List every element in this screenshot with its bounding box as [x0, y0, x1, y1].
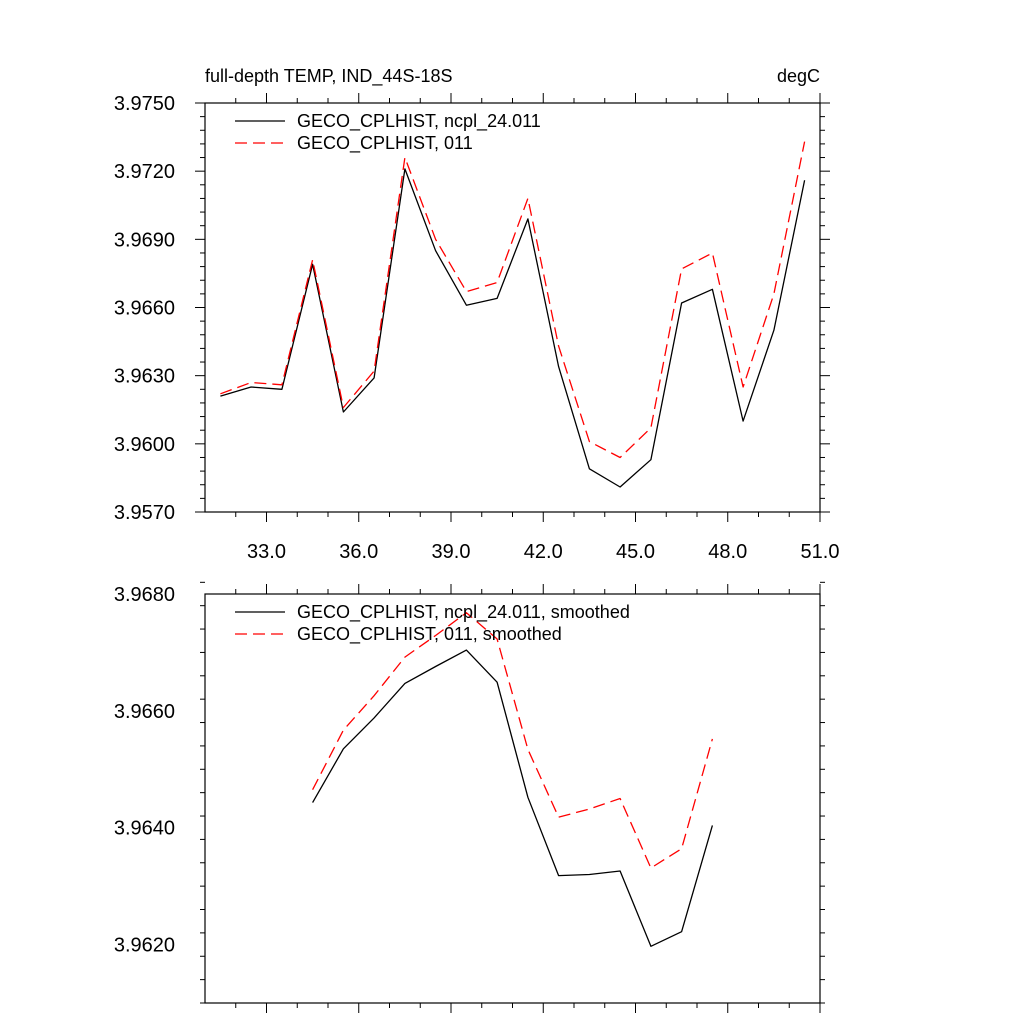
data-point: [311, 801, 314, 804]
data-point: [526, 217, 529, 220]
chart-title: full-depth TEMP, IND_44S-18S: [205, 66, 452, 87]
data-point: [465, 649, 468, 652]
data-point: [772, 329, 775, 332]
data-point: [742, 386, 745, 389]
y-tick-label: 3.9640: [114, 818, 175, 840]
legend-label: GECO_CPLHIST, ncpl_24.011: [297, 111, 541, 132]
y-tick-label: 3.9690: [114, 229, 175, 251]
data-point: [680, 302, 683, 305]
data-point: [403, 656, 406, 659]
data-point: [649, 458, 652, 461]
x-tick-label: 33.0: [247, 541, 286, 563]
data-point: [311, 788, 314, 791]
data-point: [250, 381, 253, 384]
legend-label: GECO_CPLHIST, 011, smoothed: [297, 624, 562, 645]
data-point: [557, 816, 560, 819]
data-point: [434, 238, 437, 241]
y-tick-label: 3.9600: [114, 434, 175, 456]
data-point: [803, 140, 806, 143]
y-tick-label: 3.9660: [114, 701, 175, 723]
data-point: [588, 873, 591, 876]
plot-frame: [204, 102, 821, 513]
data-point: [403, 682, 406, 685]
data-point: [496, 297, 499, 300]
data-point: [619, 486, 622, 489]
series-line-solid: [312, 649, 714, 947]
data-point: [403, 156, 406, 159]
data-point: [434, 665, 437, 668]
panel-bottom: 3.9620 3.9640 3.9660 3.9680 GECO_CPLHIST, nc…: [114, 581, 825, 1013]
data-point: [680, 930, 683, 933]
data-point: [619, 797, 622, 800]
data-point: [465, 304, 468, 307]
data-point: [742, 420, 745, 423]
data-point: [711, 288, 714, 291]
data-point: [588, 467, 591, 470]
series-line-dashed: [220, 141, 806, 459]
plot-frame: [204, 593, 821, 1004]
data-point: [649, 426, 652, 429]
data-point: [526, 748, 529, 751]
data-point: [373, 716, 376, 719]
data-point: [219, 392, 222, 395]
data-point: [526, 796, 529, 799]
y-tick-label: 3.9570: [114, 502, 175, 524]
data-point: [496, 281, 499, 284]
data-point: [280, 383, 283, 386]
y-tick-label: 3.9620: [114, 935, 175, 957]
data-point: [342, 729, 345, 732]
y-tick-label: 3.9750: [114, 93, 175, 115]
data-point: [280, 388, 283, 391]
data-point: [373, 376, 376, 379]
data-point: [619, 870, 622, 873]
x-tick-label: 45.0: [616, 541, 655, 563]
data-point: [373, 370, 376, 373]
panel-top: full-depth TEMP, IND_44S-18S degC 33.0 36…: [114, 66, 840, 563]
data-point: [680, 847, 683, 850]
y-tick-label: 3.9630: [114, 366, 175, 388]
data-point: [711, 824, 714, 827]
data-point: [588, 440, 591, 443]
y-tick-label: 3.9660: [114, 298, 175, 320]
data-point: [526, 197, 529, 200]
data-point: [250, 386, 253, 389]
data-point: [557, 874, 560, 877]
legend-label: GECO_CPLHIST, ncpl_24.011, smoothed: [297, 602, 630, 623]
data-point: [342, 411, 345, 414]
data-point: [711, 252, 714, 255]
series-line-dashed: [312, 612, 714, 869]
data-point: [772, 292, 775, 295]
series-line-solid: [220, 168, 806, 488]
y-tick-label: 3.9720: [114, 161, 175, 183]
x-tick-label: 36.0: [339, 541, 378, 563]
x-tick-label: 48.0: [708, 541, 747, 563]
x-tick-label: 42.0: [524, 541, 563, 563]
x-tick-label: 39.0: [432, 541, 471, 563]
legend-label: GECO_CPLHIST, 011: [297, 133, 473, 154]
units-label: degC: [777, 66, 820, 86]
data-point: [373, 694, 376, 697]
data-point: [342, 406, 345, 409]
data-point: [588, 808, 591, 811]
x-tick-label: 51.0: [801, 541, 840, 563]
data-point: [434, 249, 437, 252]
y-tick-label: 3.9680: [114, 584, 175, 606]
data-point: [619, 456, 622, 459]
data-point: [711, 737, 714, 740]
data-point: [496, 681, 499, 684]
data-point: [311, 258, 314, 261]
data-point: [557, 365, 560, 368]
data-point: [465, 290, 468, 293]
data-point: [803, 179, 806, 182]
data-point: [557, 345, 560, 348]
data-point: [649, 945, 652, 948]
data-point: [649, 867, 652, 870]
data-point: [342, 747, 345, 750]
data-point: [680, 267, 683, 270]
